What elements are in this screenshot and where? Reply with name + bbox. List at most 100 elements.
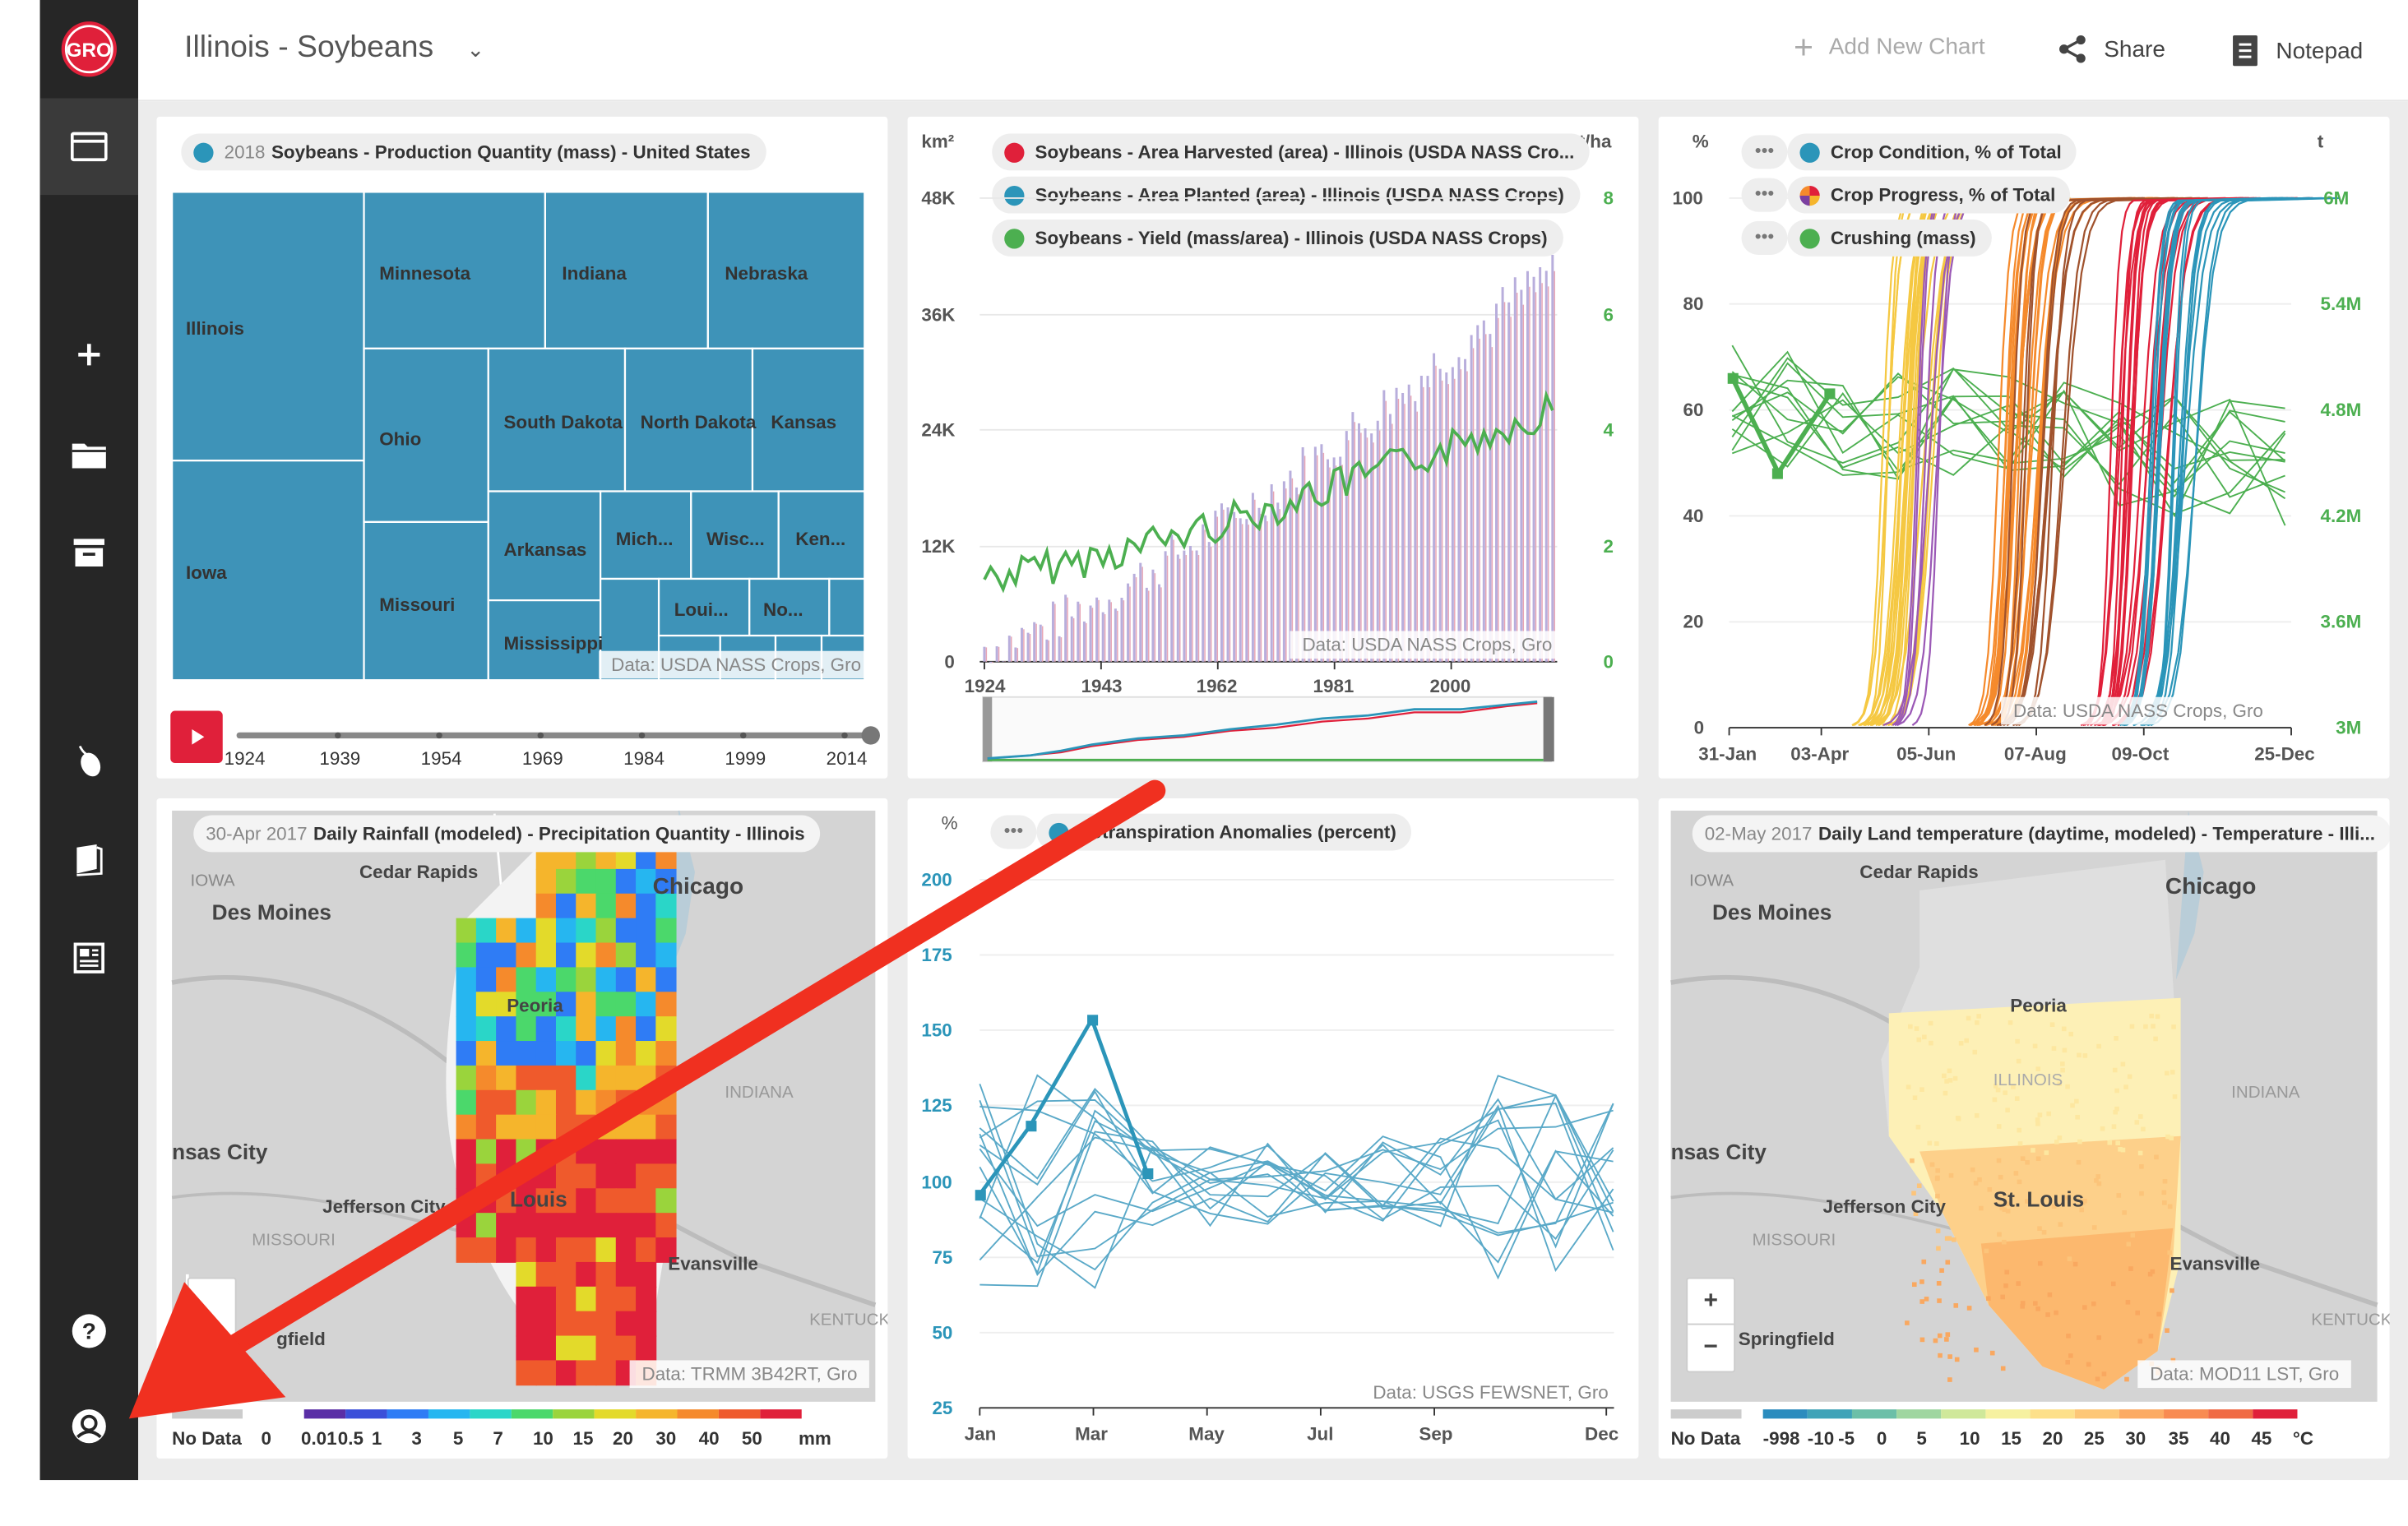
treemap-panel[interactable]: 2018 Soybeans - Production Quantity (mas… [156,116,888,779]
rain-cell [636,1311,657,1337]
archive-icon[interactable] [71,534,108,571]
top-bar: Illinois - Soybeans ⌄ + Add New Chart Sh… [138,0,2408,102]
book-icon[interactable] [71,841,108,878]
rain-cell [516,1261,537,1288]
notepad-button[interactable]: Notepad [2230,34,2363,67]
treemap-cell-minnesota[interactable] [363,191,547,349]
zoom-out-button[interactable]: − [1703,1334,1718,1361]
treemap-cell-small-1[interactable] [828,577,866,637]
legend-value: -10 [1807,1427,1835,1450]
mouse-icon[interactable] [71,743,108,780]
treemap-cell-arkansas[interactable] [487,490,602,602]
area-yield-chart-panel[interactable]: km² t/ha Soybeans - Area Harvested (area… [907,116,1639,779]
rainfall-series-chip[interactable]: 30-Apr 2017 Daily Rainfall (modeled) - P… [193,815,821,853]
legend-options-button[interactable]: ••• [1741,135,1788,169]
folder-icon[interactable] [71,436,108,473]
rain-cell [615,868,637,895]
temp-cell [1984,1248,1989,1254]
x-tick-label: May [1188,1422,1225,1445]
treemap-label: Loui... [674,599,729,621]
treemap-cell-north-carolina[interactable] [748,577,831,637]
temp-cell [1916,1183,1922,1188]
temperature-series-chip[interactable]: 02-May 2017 Daily Land temperature (dayt… [1692,815,2390,853]
legend-chip-area-harvested[interactable]: Soybeans - Area Harvested (area) - Illin… [992,133,1591,171]
temp-cell [2082,1198,2087,1204]
legend-value: 35 [2168,1427,2189,1450]
treemap-cell-kentucky[interactable] [777,490,866,580]
temp-cell [2107,1140,2113,1145]
temperature-map-panel[interactable]: IOWA Cedar Rapids Chicago Des Moines Peo… [1658,798,2390,1459]
evapotranspiration-panel[interactable]: % ••• potranspiration Anomalies (percent… [907,798,1639,1459]
zoom-control[interactable] [187,1277,237,1370]
treemap-cell-north-dakota[interactable] [623,347,754,492]
window-icon[interactable] [70,129,108,166]
treemap-label: No... [763,599,803,621]
treemap-cell-missouri[interactable] [363,520,489,682]
temp-cell [2100,1126,2105,1131]
map-place-label: Peoria [507,995,563,1017]
legend-label: Crop Progress, % of Total [1830,184,2056,206]
legend-chip-yield[interactable]: Soybeans - Yield (mass/area) - Illinois … [992,220,1563,257]
slider-year-label: 1939 [319,747,361,770]
rainfall-legend-values: 0 0.01 0.5 1 3 5 7 10 15 20 30 40 50 mm [261,1428,845,1453]
treemap-cell-kansas[interactable] [751,347,866,492]
treemap-series-chip[interactable]: 2018 Soybeans - Production Quantity (mas… [181,133,766,171]
play-button[interactable] [170,710,223,764]
rain-cell [576,1163,597,1190]
treemap-cell-ohio[interactable] [363,347,489,524]
rainfall-map-panel[interactable]: IOWA Cedar Rapids Chicago Des Moines Peo… [156,798,888,1459]
treemap-cell-illinois[interactable] [171,191,365,462]
newspaper-icon[interactable] [71,940,108,977]
share-button[interactable]: Share [2058,34,2165,64]
navigator-handle-right[interactable] [1543,696,1554,762]
legend-chip-crop-condition[interactable]: Crop Condition, % of Total [1787,133,2077,171]
treemap-cell-michigan[interactable] [599,490,692,580]
legend-chip-area-planted[interactable]: Soybeans - Area Planted (area) - Illinoi… [992,176,1580,214]
rain-cell [636,1016,657,1042]
dashboard-title-dropdown[interactable]: Illinois - Soybeans ⌄ [184,30,484,66]
legend-options-button[interactable]: ••• [1741,178,1788,212]
rain-cell [475,1089,498,1116]
temp-cell [1908,1024,1913,1029]
temp-cell [2002,1207,2007,1212]
temperature-map[interactable] [1659,798,2390,1459]
crop-progress-panel[interactable]: % t ••• Crop Condition, % of Total ••• C… [1658,116,2390,779]
legend-value: 25 [2083,1427,2105,1450]
legend-value: 30 [2125,1427,2146,1450]
year-slider[interactable] [236,724,882,746]
legend-chip-crushing[interactable]: Crushing (mass) [1787,220,1992,257]
rain-cell [516,1213,537,1238]
temp-cell [1987,1187,1993,1192]
rain-cell [535,1213,557,1238]
add-new-chart-button[interactable]: + Add New Chart [1794,30,1985,63]
gro-logo[interactable]: GRO [58,18,120,80]
temp-cell [1945,1260,1951,1265]
temp-cell [2068,1353,2073,1358]
temp-cell [2037,1260,2043,1266]
treemap-cell-mississippi[interactable] [487,599,602,682]
area-bars [983,254,1556,664]
legend-label: Crop Condition, % of Total [1830,141,2062,163]
treemap-cell-indiana[interactable] [544,191,709,349]
rain-cell [475,1163,498,1190]
user-icon[interactable] [71,1408,108,1445]
legend-chip-crop-progress[interactable]: Crop Progress, % of Total [1787,176,2071,214]
treemap [171,191,866,682]
y2-tick-label: 6M [2323,187,2350,209]
rain-cell [496,918,517,944]
zoom-in-button[interactable]: + [1688,1279,1734,1325]
treemap-cell-nebraska[interactable] [706,191,866,349]
navigator-handle-left[interactable] [983,696,993,762]
legend-value: mm [798,1427,831,1450]
plus-icon[interactable] [71,336,108,373]
series-color-dot [1004,228,1025,248]
temp-cell [1944,1079,1949,1084]
temp-cell [1935,1193,1940,1199]
slider-handle[interactable] [861,726,880,745]
treemap-label: Ken... [795,528,846,550]
temp-cell [2011,1084,2016,1089]
help-icon[interactable]: ? [71,1313,108,1350]
temp-cell [1975,1020,1980,1025]
treemap-cell-south-dakota[interactable] [487,347,627,492]
legend-options-button[interactable]: ••• [1741,220,1788,255]
